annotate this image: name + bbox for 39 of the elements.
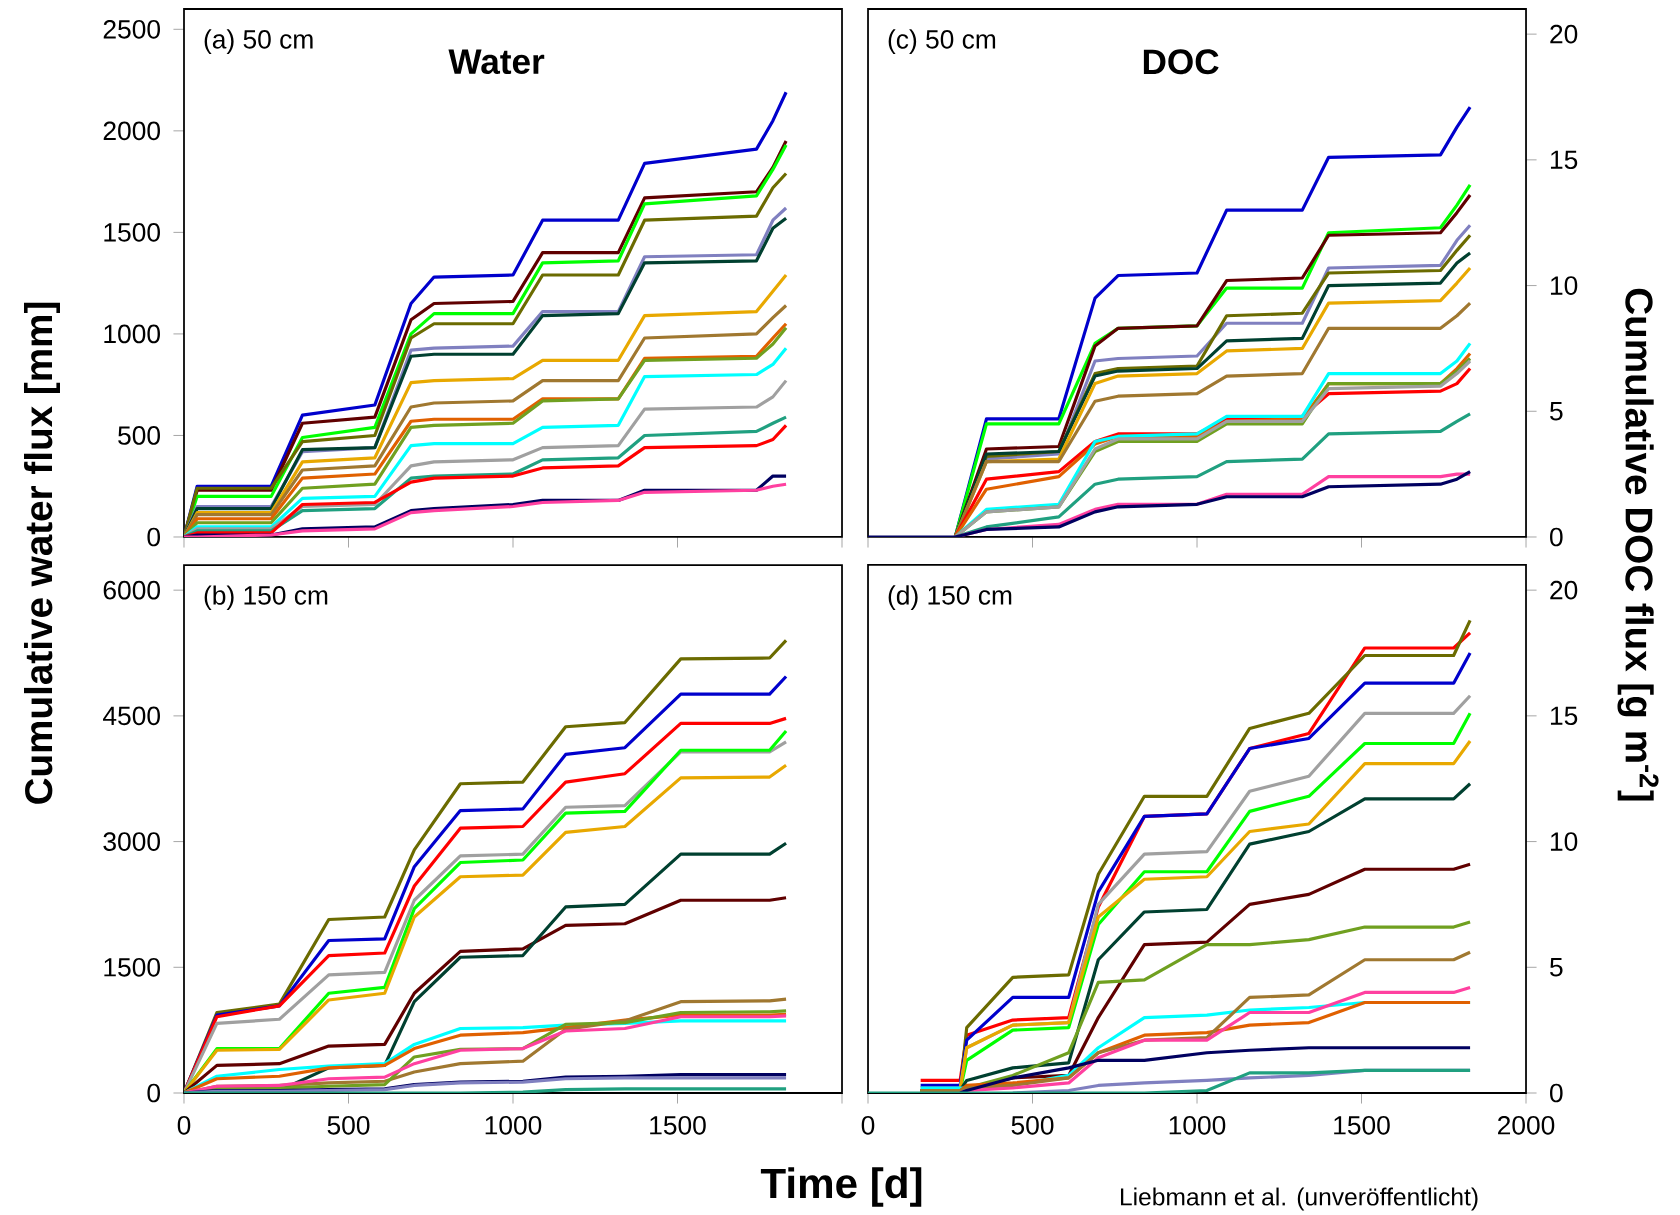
y-tick-label: 1500 — [104, 223, 160, 242]
y-tick-label: 0 — [147, 527, 160, 547]
text: Water — [448, 49, 545, 75]
y-tick-label: 1500 — [104, 957, 160, 977]
text: (d) 150 cm — [888, 585, 1012, 610]
y-tick-label: 6000 — [103, 580, 160, 600]
text: (b) 150 cm — [204, 585, 328, 610]
x-tick-label: 500 — [327, 1115, 370, 1135]
y-tick-label: 0 — [1550, 527, 1563, 547]
text: (c) 50 cm — [888, 29, 996, 54]
x-tick-label: 0 — [177, 1115, 191, 1135]
y-axis-title: Cumulative water flux [mm] — [24, 302, 60, 804]
y-tick-label: 10 — [1550, 832, 1578, 851]
y-tick-label: 5 — [1550, 402, 1563, 421]
y-tick-label: 2500 — [103, 19, 160, 39]
y-tick-label: 1000 — [104, 324, 160, 344]
x-tick-label: 0 — [861, 1115, 875, 1135]
text: Liebmann et al. (unveröffentlicht) — [1120, 1187, 1478, 1211]
y-tick-label: 10 — [1550, 276, 1578, 295]
y-tick-label: 20 — [1550, 24, 1578, 44]
x-axis-title: Time [d] — [760, 1167, 922, 1207]
y-tick-label: 4500 — [103, 706, 160, 726]
y-tick-label: 5 — [1550, 958, 1563, 977]
x-tick-label: 500 — [1011, 1115, 1054, 1135]
y-axis-title: Cumulative DOC flux [g m$^{-2}$] — [1617, 288, 1659, 801]
y-tick-label: 20 — [1550, 580, 1578, 600]
y-tick-label: 3000 — [103, 832, 160, 851]
y-tick-label: 0 — [1550, 1083, 1563, 1103]
text: DOC — [1143, 49, 1219, 75]
x-tick-label: 1000 — [485, 1115, 542, 1135]
text: (a) 50 cm — [204, 29, 313, 54]
y-tick-label: 15 — [1550, 706, 1578, 726]
x-tick-label: 1000 — [1169, 1115, 1226, 1135]
y-tick-label: 0 — [147, 1083, 160, 1103]
y-tick-label: 500 — [118, 426, 160, 445]
x-tick-label: 1500 — [1334, 1115, 1390, 1135]
y-tick-label: 2000 — [103, 121, 160, 141]
x-tick-label: 1500 — [650, 1115, 706, 1135]
y-tick-label: 15 — [1550, 150, 1578, 170]
